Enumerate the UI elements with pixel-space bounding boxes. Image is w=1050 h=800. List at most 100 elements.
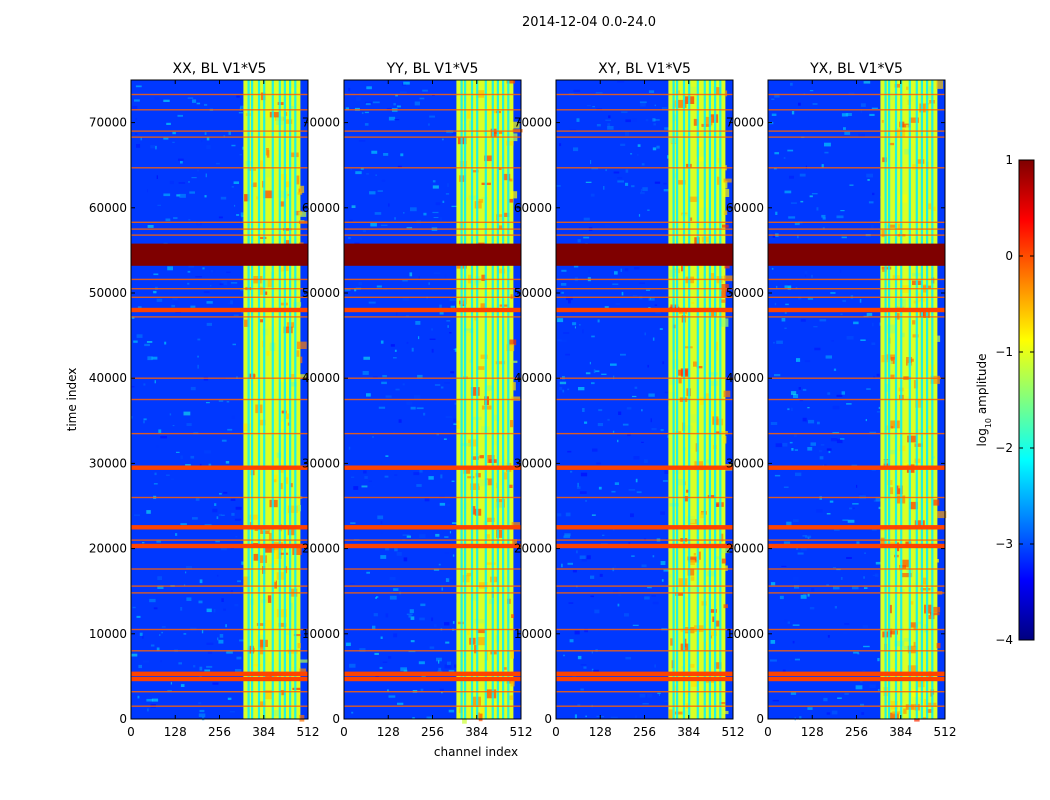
- heatmap-speckle: [800, 547, 807, 551]
- rfi-speckle: [685, 596, 688, 600]
- rfi-speckle: [488, 186, 495, 192]
- heatmap-speckle: [198, 600, 203, 604]
- rfi-speckle: [709, 273, 715, 280]
- heatmap-speckle: [207, 651, 213, 654]
- heatmap-speckle: [219, 493, 222, 495]
- heatmap-speckle: [349, 219, 353, 222]
- rfi-speckle: [890, 92, 895, 100]
- rfi-speckle: [903, 708, 907, 714]
- rfi-speckle: [692, 277, 696, 286]
- heatmap-speckle: [617, 81, 625, 83]
- heatmap-speckle: [826, 712, 831, 715]
- heatmap-speckle: [131, 416, 133, 419]
- rfi-speckle: [269, 111, 280, 118]
- heatmap-speckle: [583, 354, 591, 358]
- rfi-row: [556, 628, 733, 631]
- rfi-speckle: [503, 667, 507, 670]
- heatmap-speckle: [807, 297, 814, 300]
- rfi-speckle: [894, 83, 900, 88]
- heatmap-speckle: [829, 500, 834, 503]
- heatmap-speckle: [387, 689, 389, 692]
- heatmap-speckle: [178, 182, 186, 184]
- heatmap-speckle: [230, 300, 233, 305]
- rfi-speckle: [299, 659, 309, 663]
- heatmap-speckle: [567, 450, 572, 453]
- rfi-speckle: [924, 624, 928, 633]
- rfi-speckle: [511, 396, 521, 401]
- heatmap-speckle: [414, 101, 420, 106]
- heatmap-speckle: [775, 443, 783, 448]
- heatmap-speckle: [447, 577, 454, 579]
- heatmap-speckle: [397, 702, 404, 705]
- rfi-speckle: [898, 483, 902, 489]
- heatmap-speckle: [563, 332, 570, 334]
- heatmap-speckle: [206, 608, 212, 613]
- rfi-speckle: [910, 622, 918, 628]
- heatmap-speckle: [793, 394, 799, 398]
- rfi-speckle: [723, 178, 732, 183]
- y-axis-label: time index: [65, 368, 79, 432]
- heatmap-speckle: [444, 536, 449, 538]
- heatmap-speckle: [445, 416, 453, 418]
- rfi-speckle: [887, 224, 897, 228]
- rfi-speckle: [690, 576, 695, 581]
- rfi-row: [768, 496, 945, 499]
- rfi-speckle: [457, 532, 460, 539]
- rfi-speckle: [258, 555, 267, 563]
- heatmap-speckle: [580, 664, 587, 666]
- heatmap-speckle: [436, 657, 442, 662]
- heatmap-speckle: [364, 476, 368, 479]
- rfi-speckle: [481, 197, 488, 200]
- heatmap-speckle: [410, 640, 415, 643]
- rfi-row: [344, 93, 521, 96]
- heatmap-speckle: [394, 349, 397, 352]
- heatmap-speckle: [375, 675, 379, 678]
- heatmap-speckle: [792, 624, 800, 626]
- heatmap-speckle: [380, 224, 388, 226]
- heatmap-speckle: [419, 469, 423, 473]
- heatmap-speckle: [588, 269, 590, 274]
- heatmap-speckle: [226, 401, 230, 403]
- rfi-row: [131, 288, 308, 290]
- heatmap-speckle: [163, 137, 169, 140]
- heatmap-speckle: [180, 607, 183, 611]
- heatmap-speckle: [166, 474, 170, 476]
- heatmap-speckle: [771, 113, 777, 116]
- rfi-speckle: [675, 592, 683, 596]
- heatmap-speckle: [849, 507, 852, 510]
- heatmap-speckle: [151, 356, 158, 360]
- rfi-row: [344, 628, 521, 631]
- heatmap-speckle: [419, 617, 425, 621]
- rfi-speckle: [510, 680, 515, 687]
- heatmap-speckle: [598, 409, 603, 412]
- y-tick-label: 10000: [726, 627, 764, 641]
- heatmap-speckle: [872, 574, 878, 577]
- heatmap-speckle: [358, 281, 362, 286]
- x-tick-label: 128: [589, 725, 612, 739]
- rfi-speckle: [287, 422, 291, 426]
- heatmap-speckle: [371, 131, 379, 136]
- heatmap-speckle: [153, 607, 158, 610]
- heatmap-speckle: [601, 373, 607, 375]
- rfi-speckle: [724, 90, 728, 97]
- rfi-row: [556, 234, 733, 236]
- rfi-speckle: [911, 583, 917, 586]
- heatmap-speckle: [345, 107, 349, 111]
- heatmap-speckle: [574, 714, 577, 719]
- rfi-speckle: [274, 580, 277, 589]
- heatmap-speckle: [782, 157, 790, 160]
- heatmap-speckle: [864, 587, 868, 589]
- colorbar: 1 0 −1 −2 −3 −4 log10 amplitude: [975, 153, 1035, 647]
- heatmap-speckle: [204, 669, 211, 672]
- heatmap-speckle: [389, 595, 397, 600]
- heatmap-speckle: [185, 464, 191, 467]
- y-tick-label: 40000: [514, 371, 552, 385]
- rfi-speckle: [882, 631, 892, 638]
- rfi-speckle: [887, 541, 896, 545]
- rfi-speckle: [722, 224, 729, 228]
- rfi-speckle: [265, 148, 269, 156]
- x-tick-label: 384: [252, 725, 275, 739]
- panel-title: YY, BL V1*V5: [386, 61, 479, 77]
- x-tick-label: 384: [677, 725, 700, 739]
- heatmap-speckle: [798, 102, 801, 106]
